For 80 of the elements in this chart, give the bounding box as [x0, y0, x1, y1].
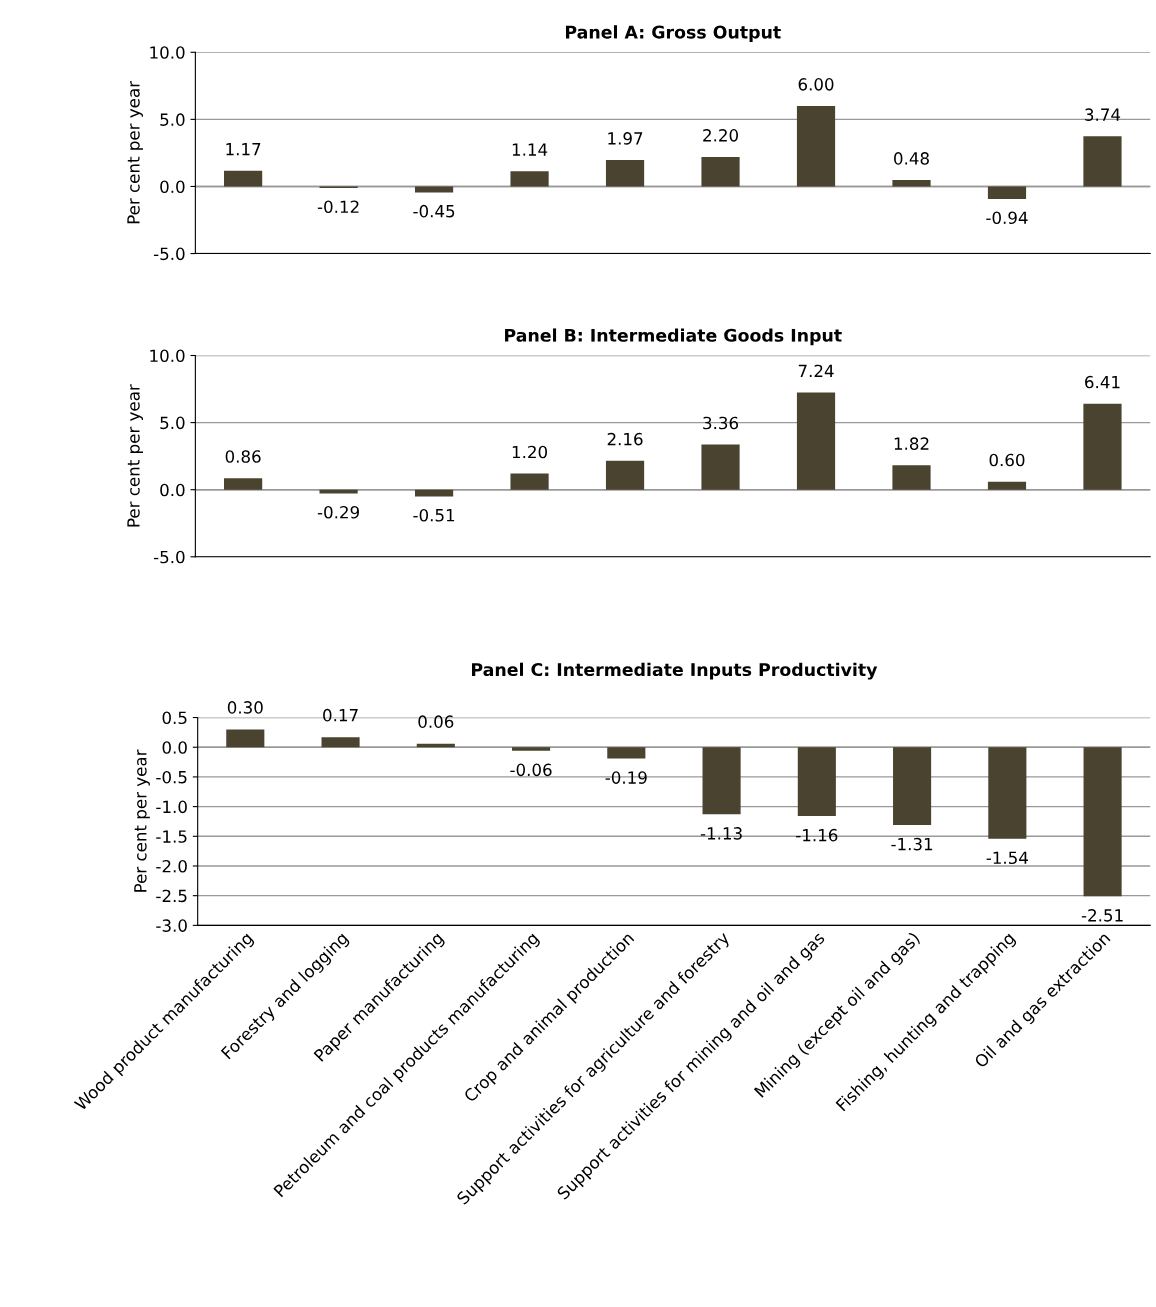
y-tick-label: 0.5: [162, 711, 187, 725]
bar: [987, 186, 1027, 200]
y-tick-label: 0.0: [162, 741, 187, 754]
data-label: 2.16: [607, 432, 643, 446]
data-label: 0.60: [989, 453, 1025, 467]
data-label: 1.82: [894, 437, 929, 450]
bar: [796, 105, 836, 187]
y-tick-label: -3.0: [156, 919, 187, 932]
data-label: 6.00: [798, 78, 834, 91]
bar: [796, 392, 836, 490]
data-label: -1.16: [796, 828, 838, 842]
bar: [414, 186, 454, 193]
bar: [797, 747, 836, 817]
bar: [1083, 747, 1122, 897]
bar: [510, 473, 549, 490]
y-tick-label: -2.0: [156, 859, 187, 873]
data-label: 7.24: [798, 364, 834, 377]
bar: [893, 747, 932, 826]
data-label: -0.12: [317, 200, 359, 214]
bar: [605, 460, 645, 490]
bar: [512, 747, 551, 751]
chart-title: Panel B: Intermediate Goods Input: [505, 328, 842, 346]
y-tick-label: 5.0: [160, 113, 185, 126]
data-label: 3.36: [703, 416, 739, 430]
y-tick-label: -5.0: [153, 550, 185, 564]
data-label: -0.51: [413, 508, 455, 522]
bar: [892, 465, 931, 490]
data-label: -1.54: [986, 851, 1028, 865]
y-tick-label: 0.0: [160, 180, 185, 194]
bar: [605, 160, 645, 187]
data-label: 0.17: [323, 708, 358, 722]
data-label: 1.20: [512, 445, 548, 459]
data-label: 2.20: [703, 129, 738, 142]
data-label: 6.41: [1085, 375, 1120, 389]
data-label: 0.86: [225, 450, 261, 463]
bar: [607, 747, 646, 759]
data-label: -0.94: [986, 211, 1028, 225]
bar: [701, 444, 740, 490]
y-tick-label: -2.5: [156, 889, 187, 903]
data-label: 1.14: [512, 143, 548, 156]
data-label: -0.45: [413, 204, 455, 218]
bar: [224, 478, 263, 490]
y-tick-label: -0.5: [156, 770, 187, 784]
bar: [1083, 136, 1122, 187]
data-label: -0.06: [510, 763, 552, 777]
data-label: -1.31: [891, 837, 933, 851]
y-axis-title: Per cent per year: [127, 384, 143, 527]
data-label: 3.74: [1085, 108, 1121, 121]
data-label: 0.06: [418, 715, 454, 728]
bar: [1083, 403, 1122, 490]
y-tick-label: -1.0: [156, 800, 187, 814]
bar: [702, 747, 741, 815]
y-tick-label: 5.0: [160, 416, 185, 430]
y-tick-label: 10.0: [150, 46, 185, 59]
data-label: 1.97: [608, 132, 643, 145]
bar: [226, 729, 265, 748]
bar: [414, 489, 454, 497]
data-label: -0.29: [317, 505, 359, 519]
y-tick-label: -5.0: [153, 247, 185, 261]
chart-title: Panel A: Gross Output: [565, 25, 781, 42]
data-label: -0.19: [605, 771, 647, 784]
bar: [510, 171, 549, 187]
y-tick-label: -1.5: [156, 830, 187, 843]
bar: [892, 180, 931, 187]
y-tick-label: 10.0: [150, 349, 185, 363]
bar: [987, 481, 1027, 490]
bar: [321, 737, 360, 748]
data-label: -1.13: [700, 827, 742, 840]
y-axis-title: Per cent per year: [127, 81, 143, 224]
bar: [319, 489, 358, 494]
data-label: 0.30: [227, 701, 263, 714]
data-label: 0.48: [894, 152, 929, 165]
bar: [701, 156, 740, 187]
bar: [988, 747, 1027, 839]
y-tick-label: 0.0: [160, 483, 185, 497]
data-label: 1.17: [226, 143, 261, 156]
data-label: -2.51: [1081, 909, 1123, 922]
chart-title: Panel C: Intermediate Inputs Productivity: [472, 662, 878, 680]
y-axis-title: Per cent per year: [134, 749, 150, 892]
bar: [224, 170, 263, 187]
